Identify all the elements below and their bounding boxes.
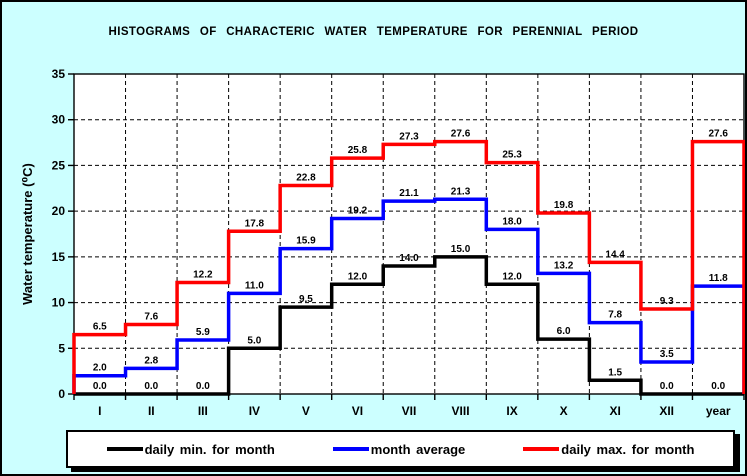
svg-text:19.8: 19.8 [554,200,574,211]
svg-text:XI: XI [609,404,620,418]
svg-text:I: I [98,404,101,418]
chart-title: HISTOGRAMS OF CHARACTERIC WATER TEMPERAT… [108,26,639,38]
svg-text:11.8: 11.8 [709,273,728,284]
svg-text:9.5: 9.5 [299,294,313,305]
month-average-line-swatch [332,447,369,451]
svg-text:X: X [560,404,568,418]
svg-text:5: 5 [58,341,65,355]
svg-text:27.6: 27.6 [451,129,471,140]
svg-text:5.9: 5.9 [196,327,210,338]
svg-text:0: 0 [58,387,65,401]
svg-text:Water temperature (⁰C): Water temperature (⁰C) [20,163,35,305]
svg-text:13.2: 13.2 [554,260,574,271]
svg-text:20: 20 [52,204,66,218]
svg-text:V: V [302,404,310,418]
svg-text:22.8: 22.8 [296,173,316,184]
svg-text:27.3: 27.3 [399,131,419,142]
daily-max-line-swatch [523,447,560,451]
svg-text:IX: IX [506,404,517,418]
legend-label-daily-max: daily max. for month [561,441,695,457]
svg-text:25.3: 25.3 [502,150,522,161]
legend-item-daily-max: daily max. for month [523,442,694,457]
svg-text:3.5: 3.5 [660,349,674,360]
svg-text:14.4: 14.4 [605,249,625,260]
svg-text:18.0: 18.0 [502,216,522,227]
svg-text:21.3: 21.3 [451,186,471,197]
svg-text:VII: VII [402,404,417,418]
svg-text:11.0: 11.0 [245,280,264,291]
svg-text:17.8: 17.8 [245,218,265,229]
svg-text:30: 30 [52,113,66,127]
svg-text:14.0: 14.0 [399,253,419,264]
svg-text:15: 15 [52,250,66,264]
svg-text:III: III [198,404,208,418]
svg-text:7.6: 7.6 [144,312,158,323]
svg-text:12.0: 12.0 [502,271,522,282]
svg-text:7.8: 7.8 [608,310,622,321]
svg-text:9.3: 9.3 [660,296,674,307]
svg-text:II: II [148,404,155,418]
legend-item-month-average: month average [332,441,466,457]
legend: daily min. for month month average daily… [66,430,735,468]
svg-text:10: 10 [52,296,66,310]
daily-min-line-swatch [106,447,143,451]
svg-text:IV: IV [249,404,260,418]
svg-text:XII: XII [659,404,674,418]
svg-text:19.2: 19.2 [348,205,368,216]
svg-text:27.6: 27.6 [708,129,728,140]
svg-text:12.0: 12.0 [348,271,368,282]
svg-text:12.2: 12.2 [193,269,213,280]
svg-text:25: 25 [52,158,66,172]
svg-text:0.0: 0.0 [93,381,107,392]
svg-text:1.5: 1.5 [608,367,622,378]
svg-text:6.0: 6.0 [557,326,571,337]
svg-text:25.8: 25.8 [348,145,368,156]
svg-text:2.0: 2.0 [93,363,107,374]
svg-text:15.0: 15.0 [451,244,471,255]
svg-text:0.0: 0.0 [144,381,158,392]
svg-text:21.1: 21.1 [399,188,419,199]
svg-text:5.0: 5.0 [247,335,261,346]
svg-text:6.5: 6.5 [93,322,107,333]
svg-text:VIII: VIII [452,404,470,418]
legend-item-daily-min: daily min. for month [106,441,275,457]
svg-text:0.0: 0.0 [711,381,725,392]
svg-text:year: year [706,404,731,418]
svg-text:0.0: 0.0 [196,381,210,392]
svg-text:35: 35 [52,67,66,81]
legend-label-month-average: month average [370,441,466,457]
legend-label-daily-min: daily min. for month [144,441,275,457]
svg-text:0.0: 0.0 [660,381,674,392]
svg-text:VI: VI [352,404,363,418]
svg-text:2.8: 2.8 [144,355,158,366]
svg-text:15.9: 15.9 [296,236,316,247]
